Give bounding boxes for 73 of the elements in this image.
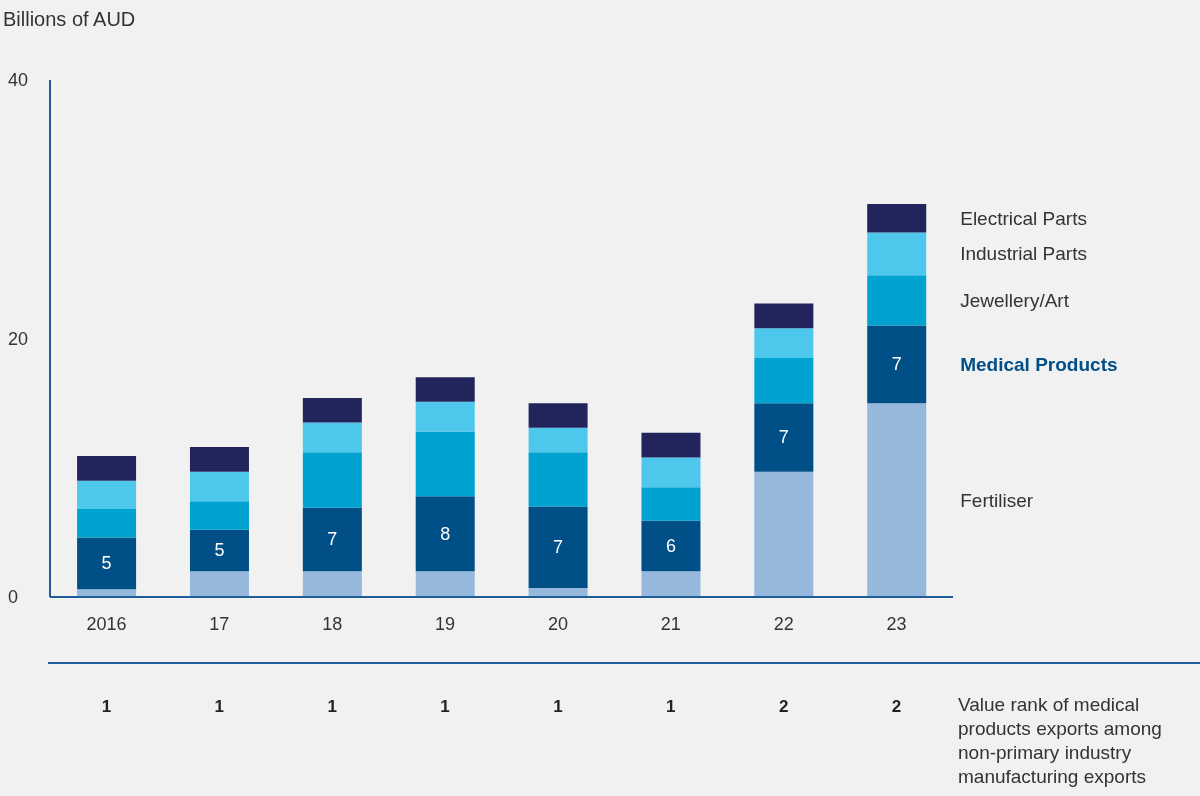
bar — [867, 275, 927, 326]
bar — [528, 427, 588, 453]
bar — [415, 431, 475, 497]
bar — [528, 452, 588, 507]
bar — [867, 232, 927, 276]
x-tick-label: 17 — [209, 613, 230, 634]
bar — [189, 447, 249, 472]
x-tick-label: 2016 — [86, 613, 127, 634]
bar — [754, 471, 814, 597]
bar — [867, 204, 927, 233]
bar — [528, 403, 588, 428]
annotation: 6 — [665, 535, 676, 556]
x-tick-label: 18 — [322, 613, 343, 634]
text: Value rank of medical products exports among non-primary industry manufacturing exports — [958, 693, 1163, 789]
text: 1 — [100, 697, 113, 717]
bar — [528, 506, 588, 588]
y-tick-label: 40 — [8, 70, 29, 90]
x-tick-label: 20 — [547, 613, 568, 634]
x-tick-label: 22 — [773, 613, 794, 634]
bar — [641, 571, 701, 597]
text: 1 — [439, 697, 451, 717]
bar — [77, 509, 137, 538]
text: 1 — [665, 697, 677, 717]
bar — [754, 403, 814, 472]
series-label: Medical Products — [960, 353, 1118, 375]
bar — [302, 422, 362, 453]
annotation: 8 — [440, 523, 451, 544]
annotation: 5 — [214, 540, 225, 561]
bar — [641, 520, 701, 572]
series-label: Fertiliser — [960, 489, 1034, 511]
bar — [302, 452, 362, 508]
bar — [754, 328, 814, 358]
text: 2 — [777, 697, 790, 717]
bar — [189, 529, 249, 572]
annotation: 7 — [327, 529, 338, 550]
bar — [189, 501, 249, 530]
bar — [302, 397, 362, 423]
annotation: 7 — [891, 354, 902, 375]
y-axis-title: Billions of AUD — [3, 8, 136, 31]
text: 2 — [890, 697, 903, 717]
series-label: Electrical Parts — [960, 207, 1087, 229]
bar — [189, 471, 249, 502]
bar — [302, 571, 362, 597]
bar — [641, 432, 701, 458]
y-tick-label: 20 — [8, 328, 29, 349]
bar — [77, 480, 137, 510]
y-tick-label: 0 — [8, 587, 19, 607]
bar — [641, 487, 701, 521]
bar — [415, 496, 475, 572]
series-label: Industrial Parts — [960, 243, 1087, 265]
bar — [189, 571, 249, 597]
bar — [867, 403, 927, 597]
bar — [77, 589, 137, 597]
bar — [641, 457, 701, 488]
annotation: 7 — [778, 427, 789, 448]
bar — [415, 377, 475, 402]
x-tick-label: 23 — [886, 613, 907, 634]
bar — [754, 357, 814, 404]
series-label: Jewellery/Art — [960, 289, 1070, 311]
bar — [77, 537, 137, 590]
text: 1 — [552, 697, 564, 717]
text: 1 — [213, 697, 226, 717]
text: 1 — [326, 697, 338, 717]
bar — [867, 325, 927, 404]
bar — [415, 401, 475, 432]
annotation: 5 — [101, 553, 112, 574]
bar — [415, 571, 475, 597]
bar — [302, 507, 362, 572]
bar — [77, 456, 137, 481]
bar — [754, 303, 814, 329]
x-tick-label: 21 — [660, 613, 681, 634]
annotation: 7 — [553, 537, 564, 558]
x-tick-label: 19 — [435, 613, 456, 634]
